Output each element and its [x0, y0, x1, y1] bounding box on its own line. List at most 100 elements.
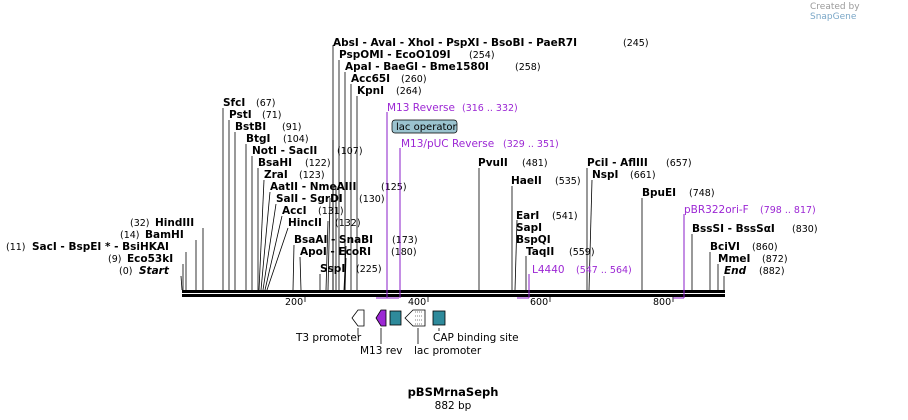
site-leader — [292, 244, 295, 291]
m13-rev-arrow[interactable] — [375, 309, 387, 327]
site-leader — [264, 215, 283, 291]
site-label: PstI — [229, 109, 252, 121]
site-position: (122) — [305, 158, 331, 169]
site-label: AbsI - AvaI - XhoI - PspXI - BsoBI - Pae… — [333, 37, 577, 49]
lac-promoter-arrow[interactable] — [404, 309, 426, 327]
site-label: AccI — [282, 205, 306, 217]
site-label: Acc65I — [351, 73, 390, 85]
site-label: BspQI — [516, 234, 551, 246]
site-leader — [514, 219, 518, 291]
site-position: (258) — [515, 62, 541, 73]
primer-label[interactable]: M13 Reverse — [387, 102, 455, 114]
ruler: 200 400 600 800 — [285, 297, 674, 308]
site-position: (71) — [262, 110, 282, 121]
primer-label[interactable]: L4440 — [532, 264, 565, 276]
lac-operator-block[interactable] — [389, 310, 402, 326]
snapgene-brand: SnapGene — [810, 12, 857, 22]
site-label: BtgI — [246, 133, 270, 145]
lac-promoter-label: lac promoter — [414, 345, 482, 357]
site-label: EarI — [516, 210, 539, 222]
site-leader — [325, 220, 329, 291]
site-label: AatII - NmeAIII — [270, 181, 356, 193]
site-leader — [180, 275, 183, 291]
site-position: (132) — [335, 218, 361, 229]
site-leader — [262, 203, 277, 291]
lac-promoter-hatch — [415, 311, 423, 325]
ruler-label: 800 — [653, 297, 671, 308]
site-label: SspI — [320, 263, 345, 275]
site-label: MmeI — [718, 253, 750, 265]
site-position: (872) — [762, 254, 788, 265]
dna-backbone-top — [182, 290, 725, 293]
lac-operator-box — [391, 119, 458, 134]
site-position: (882) — [759, 266, 785, 277]
primer-range: (547 .. 564) — [576, 265, 632, 276]
site-leader — [327, 197, 331, 291]
site-position: (14) — [120, 230, 140, 241]
site-position: (264) — [396, 86, 422, 97]
site-label: SfcI — [223, 97, 245, 109]
site-label: SalI - SgrDI — [276, 193, 343, 205]
site-cluster-left: SfcI (67) PstI (71) BstBI (91) BtgI (104… — [222, 97, 418, 291]
site-position: (125) — [381, 182, 407, 193]
site-position: (260) — [401, 74, 427, 85]
site-position: (131) — [318, 206, 344, 217]
site-label: BpuEI — [642, 187, 676, 199]
site-position: (541) — [552, 211, 578, 222]
site-position: (107) — [337, 146, 363, 157]
site-leader — [266, 227, 289, 291]
site-label: NspI — [592, 169, 618, 181]
site-label: HincII — [288, 217, 322, 229]
site-position: (245) — [623, 38, 649, 49]
site-cluster-mid: PvuII (481) HaeII (535) EarI (541) SapI … — [478, 157, 595, 291]
m13-rev-label: M13 rev — [360, 345, 403, 357]
created-by-credit: Created by SnapGene — [810, 2, 908, 22]
map-length: 882 bp — [435, 400, 472, 412]
site-position: (535) — [555, 176, 581, 187]
primer-label[interactable]: M13/pUC Reverse — [401, 138, 494, 150]
site-label: Start — [139, 265, 170, 277]
site-leader — [588, 179, 593, 291]
ruler-label: 600 — [530, 297, 548, 308]
site-position: (9) — [108, 254, 121, 265]
site-position: (559) — [569, 247, 595, 258]
site-position: (225) — [356, 264, 382, 275]
primer-label[interactable]: pBR322ori-F — [684, 204, 749, 216]
site-label: ZraI — [264, 169, 288, 181]
site-position: (104) — [283, 134, 309, 145]
cap-binding-site-block[interactable] — [432, 310, 446, 326]
lac-operator-feature[interactable]: lac operator — [391, 119, 458, 134]
site-label: BstBI — [235, 121, 266, 133]
site-leader — [343, 245, 347, 291]
site-position: (173) — [392, 235, 418, 246]
site-position: (657) — [666, 158, 692, 169]
site-label: BciVI — [710, 241, 740, 253]
cap-binding-site-label: CAP binding site — [433, 332, 519, 344]
site-label: BamHI — [145, 229, 184, 241]
site-leader — [299, 256, 302, 291]
site-label: BsaHI — [258, 157, 292, 169]
site-position: (661) — [630, 170, 656, 181]
site-position: (91) — [282, 122, 302, 133]
site-position: (0) — [119, 266, 132, 277]
t3-promoter-label: T3 promoter — [295, 332, 362, 344]
site-label: BssSI - BssSαI — [692, 223, 775, 235]
site-position: (11) — [6, 242, 26, 253]
site-label: KpnI — [357, 85, 384, 97]
site-leader — [260, 191, 271, 291]
site-label: PciI - AflIII — [587, 157, 648, 169]
t3-promoter-arrow[interactable] — [351, 309, 365, 327]
site-label: NotI - SacII — [252, 145, 317, 157]
site-label: ApaI - BaeGI - Bme1580I — [345, 61, 489, 73]
site-position: (123) — [299, 170, 325, 181]
site-position: (860) — [752, 242, 778, 253]
site-label: SapI — [516, 222, 542, 234]
site-label: BsaAI - SnaBI — [294, 234, 373, 246]
site-cluster-far-left: (32) HindIII (14) BamHI (11) SacI - BspE… — [6, 217, 204, 291]
lac-operator-label: lac operator — [396, 122, 457, 133]
site-label: End — [724, 265, 747, 277]
site-leader — [258, 179, 265, 291]
primer-range: (798 .. 817) — [760, 205, 816, 216]
credit-prefix: Created by — [810, 2, 860, 12]
